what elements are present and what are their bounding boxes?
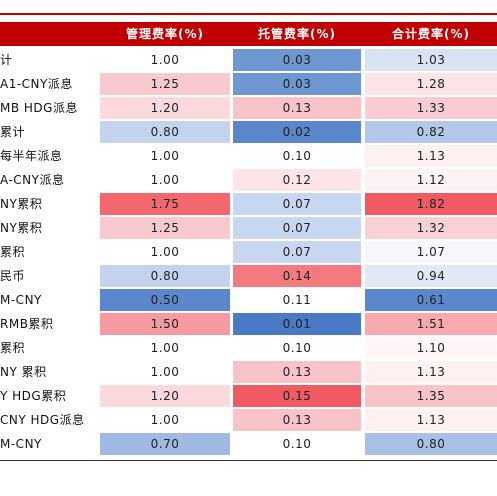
custody-fee-cell: 0.10 [233, 433, 361, 455]
header-total-fee: 合计费率(%) [392, 27, 470, 41]
total-fee-cell: 1.13 [365, 409, 497, 431]
table-row: 累积 1.00 0.10 1.10 [0, 336, 497, 360]
management-fee-cell: 1.25 [100, 73, 230, 95]
total-fee-cell: 1.07 [365, 241, 497, 263]
management-fee-cell: 0.70 [100, 433, 230, 455]
management-fee-cell: 1.00 [100, 145, 230, 167]
custody-fee-cell: 0.07 [233, 241, 361, 263]
fund-name-cell: M-CNY [0, 293, 42, 307]
fund-name-cell: M-CNY [0, 437, 42, 451]
table-row: 每半年派息 1.00 0.10 1.13 [0, 144, 497, 168]
management-fee-cell: 1.00 [100, 409, 230, 431]
management-fee-cell: 1.00 [100, 241, 230, 263]
fund-name-cell: 累积 [0, 341, 26, 355]
management-fee-cell: 1.00 [100, 49, 230, 71]
management-fee-cell: 0.80 [100, 121, 230, 143]
custody-fee-cell: 0.01 [233, 313, 361, 335]
total-fee-cell: 1.12 [365, 169, 497, 191]
table-header: 管理费率(%) 托管费率(%) 合计费率(%) [0, 22, 497, 46]
total-fee-cell: 0.80 [365, 433, 497, 455]
table-body: 计 1.00 0.03 1.03 A1-CNY派息 1.25 0.03 1.28 MB HDG派… [0, 48, 497, 456]
fund-name-cell: CNY HDG派息 [0, 413, 85, 427]
management-fee-cell: 1.00 [100, 361, 230, 383]
total-fee-cell: 0.94 [365, 265, 497, 287]
custody-fee-cell: 0.11 [233, 289, 361, 311]
custody-fee-cell: 0.12 [233, 169, 361, 191]
header-name [0, 22, 97, 46]
total-fee-cell: 1.35 [365, 385, 497, 407]
fund-name-cell: 累积 [0, 245, 26, 259]
fund-name-cell: 计 [0, 53, 13, 67]
total-fee-cell: 0.61 [365, 289, 497, 311]
management-fee-cell: 0.80 [100, 265, 230, 287]
fund-name-cell: A-CNY派息 [0, 173, 65, 187]
bottom-rule [0, 460, 497, 461]
fund-name-cell: NY累积 [0, 221, 43, 235]
total-fee-cell: 1.28 [365, 73, 497, 95]
table-row: 累积 1.00 0.07 1.07 [0, 240, 497, 264]
table-row: MB HDG派息 1.20 0.13 1.33 [0, 96, 497, 120]
custody-fee-cell: 0.03 [233, 73, 361, 95]
total-fee-cell: 1.82 [365, 193, 497, 215]
table-row: 计 1.00 0.03 1.03 [0, 48, 497, 72]
total-fee-cell: 1.03 [365, 49, 497, 71]
table-row: M-CNY 0.70 0.10 0.80 [0, 432, 497, 456]
fund-name-cell: A1-CNY派息 [0, 77, 73, 91]
table-row: RMB累积 1.50 0.01 1.51 [0, 312, 497, 336]
fund-name-cell: RMB累积 [0, 317, 54, 331]
table-row: M-CNY 0.50 0.11 0.61 [0, 288, 497, 312]
header-custody-fee: 托管费率(%) [258, 27, 336, 41]
table-row: NY 累积 1.00 0.13 1.13 [0, 360, 497, 384]
fund-name-cell: 民币 [0, 269, 26, 283]
table-row: A1-CNY派息 1.25 0.03 1.28 [0, 72, 497, 96]
fund-name-cell: NY 累积 [0, 365, 47, 379]
total-fee-cell: 1.32 [365, 217, 497, 239]
fund-name-cell: MB HDG派息 [0, 101, 78, 115]
fund-name-cell: Y HDG累积 [0, 389, 67, 403]
custody-fee-cell: 0.13 [233, 361, 361, 383]
top-rule [0, 13, 497, 15]
management-fee-cell: 1.25 [100, 217, 230, 239]
management-fee-cell: 1.75 [100, 193, 230, 215]
management-fee-cell: 0.50 [100, 289, 230, 311]
table-row: 民币 0.80 0.14 0.94 [0, 264, 497, 288]
custody-fee-cell: 0.13 [233, 409, 361, 431]
table-row: A-CNY派息 1.00 0.12 1.12 [0, 168, 497, 192]
fund-name-cell: NY累积 [0, 197, 43, 211]
table-row: NY累积 1.75 0.07 1.82 [0, 192, 497, 216]
custody-fee-cell: 0.02 [233, 121, 361, 143]
total-fee-cell: 1.13 [365, 145, 497, 167]
total-fee-cell: 1.51 [365, 313, 497, 335]
total-fee-cell: 0.82 [365, 121, 497, 143]
table-row: NY累积 1.25 0.07 1.32 [0, 216, 497, 240]
table-row: CNY HDG派息 1.00 0.13 1.13 [0, 408, 497, 432]
custody-fee-cell: 0.03 [233, 49, 361, 71]
total-fee-cell: 1.10 [365, 337, 497, 359]
fund-name-cell: 累计 [0, 125, 26, 139]
custody-fee-cell: 0.07 [233, 217, 361, 239]
fund-name-cell: 每半年派息 [0, 149, 63, 163]
custody-fee-cell: 0.15 [233, 385, 361, 407]
total-fee-cell: 1.33 [365, 97, 497, 119]
management-fee-cell: 1.00 [100, 337, 230, 359]
custody-fee-cell: 0.07 [233, 193, 361, 215]
table-row: 累计 0.80 0.02 0.82 [0, 120, 497, 144]
management-fee-cell: 1.20 [100, 97, 230, 119]
custody-fee-cell: 0.10 [233, 337, 361, 359]
table-row: Y HDG累积 1.20 0.15 1.35 [0, 384, 497, 408]
management-fee-cell: 1.00 [100, 169, 230, 191]
custody-fee-cell: 0.10 [233, 145, 361, 167]
header-management-fee: 管理费率(%) [126, 27, 204, 41]
management-fee-cell: 1.20 [100, 385, 230, 407]
total-fee-cell: 1.13 [365, 361, 497, 383]
management-fee-cell: 1.50 [100, 313, 230, 335]
custody-fee-cell: 0.13 [233, 97, 361, 119]
custody-fee-cell: 0.14 [233, 265, 361, 287]
